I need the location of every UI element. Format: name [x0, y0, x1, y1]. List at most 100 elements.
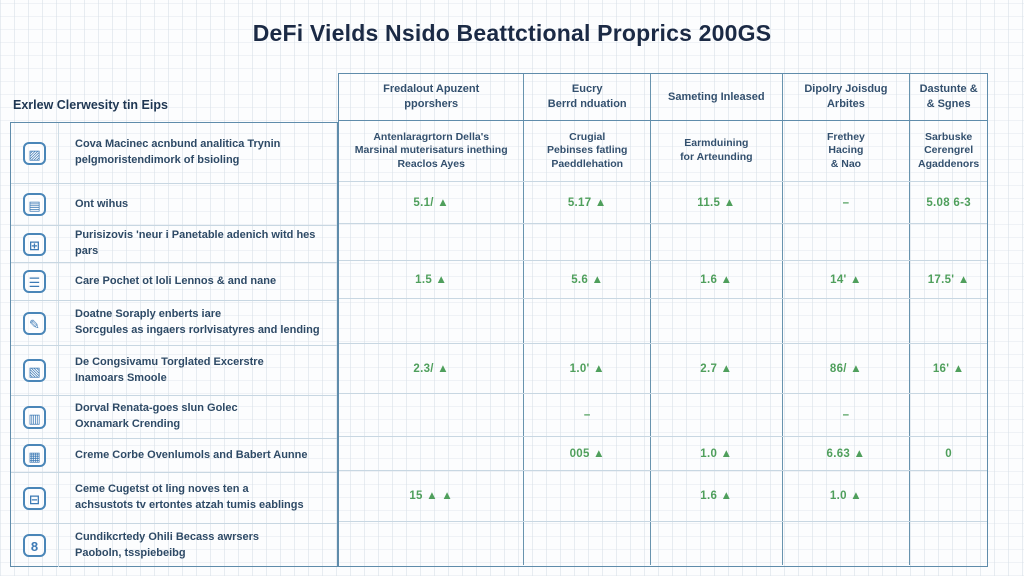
value-cell: 1.5 ▲ [339, 261, 525, 298]
value-cell: 17.5' ▲ [927, 273, 970, 286]
note-icon: ✎ [23, 311, 46, 335]
value-cell: 2.7 ▲ [651, 344, 783, 393]
value-row [339, 522, 987, 565]
table-row: ⊞ Purisizovis 'neur i Panetable adenich … [11, 226, 337, 263]
data-columns-table: Fredalout Apuzent pporshers Eucry Berrd … [338, 73, 988, 567]
column-header: Eucry Berrd nduation [524, 74, 652, 120]
table-row: 8 Cundikcrtedy Ohili Becass awrsers Paob… [11, 524, 337, 567]
icon-cell: ▦ [11, 439, 59, 472]
value-cell [651, 394, 783, 436]
value-cell: 005 ▲ [524, 437, 652, 470]
bar-chart-icon: ▧ [23, 359, 46, 382]
value-cell [524, 224, 652, 260]
value-cell [651, 299, 783, 343]
description-cell: Frethey Hacing & Nao [783, 121, 911, 181]
value-cell [910, 299, 987, 343]
description-cell: Earmduining for Arteunding [651, 121, 783, 181]
value-cell: – [783, 394, 911, 436]
value-cell [339, 299, 525, 343]
row-label: Purisizovis 'neur i Panetable adenich wi… [75, 229, 316, 257]
value-row: 15 ▲ ▲ 1.6 ▲ 1.0 ▲ [339, 471, 987, 522]
value-cell: – [783, 182, 911, 223]
description-cell: Antenlaragrtorn Della's Marsinal muteris… [339, 121, 525, 181]
value-cell [910, 471, 987, 521]
value-cell: 5.08 6-3 [926, 196, 971, 209]
value-cell: – [524, 394, 652, 436]
value-cell [339, 437, 525, 470]
row-group-header: Exrlew Clerwesity tin Eips [13, 98, 168, 112]
table-row: ✎ Doatne Soraply enberts iare Sorcgules … [11, 301, 337, 346]
value-cell [339, 394, 525, 436]
value-cell [339, 224, 525, 260]
value-cell [910, 224, 987, 260]
value-cell: 1.0 ▲ [651, 437, 783, 470]
column-header: Dastunte & & Sgnes [919, 83, 978, 110]
icon-cell: ✎ [11, 301, 59, 345]
value-row: 005 ▲ 1.0 ▲ 6.63 ▲ 0 [339, 437, 987, 471]
icon-cell: 8 [11, 524, 59, 567]
table-grid-icon: ▦ [23, 444, 46, 467]
table-row: ▨ Cova Macinec acnbund analitica Trynin … [11, 123, 337, 184]
row-label: Dorval Renata-goes slun Golec Oxnamark C… [75, 402, 238, 430]
value-cell [783, 224, 911, 260]
row-label: Care Pochet ot loli Lennos & and nane [75, 274, 277, 287]
value-cell: 1.0 ▲ [783, 471, 911, 521]
table-row: ▥ Dorval Renata-goes slun Golec Oxnamark… [11, 396, 337, 439]
value-row: 2.3/ ▲ 1.0' ▲ 2.7 ▲ 86/ ▲ 16' ▲ [339, 344, 987, 394]
value-row: 5.1/ ▲ 5.17 ▲ 11.5 ▲ – 5.08 6-3 [339, 182, 987, 224]
row-labels-panel: ▨ Cova Macinec acnbund analitica Trynin … [10, 122, 338, 567]
value-cell: 5.17 ▲ [524, 182, 652, 223]
row-label: De Congsivamu Torglated Excerstre Inamoa… [75, 355, 264, 384]
value-cell [524, 522, 652, 565]
table-row: ▦ Creme Corbe Ovenlumols and Babert Aunn… [11, 439, 337, 473]
value-cell [910, 522, 987, 565]
icon-cell: ▤ [11, 184, 59, 225]
value-cell [524, 299, 652, 343]
table-row: ▧ De Congsivamu Torglated Excerstre Inam… [11, 346, 337, 396]
row-label: Creme Corbe Ovenlumols and Babert Aunne [75, 448, 308, 461]
table-row: ▤ Ont wihus [11, 184, 337, 226]
value-cell: 1.0' ▲ [524, 344, 652, 393]
column-header-row: Fredalout Apuzent pporshers Eucry Berrd … [339, 74, 987, 121]
page-title: DeFi Vields Nsido Beattctional Proprics … [252, 20, 772, 46]
icon-cell: ▥ [11, 396, 59, 438]
row-label: Ont wihus [75, 197, 129, 210]
value-row: – – [339, 394, 987, 437]
value-cell: 14' ▲ [783, 261, 911, 298]
value-cell: 5.6 ▲ [524, 261, 652, 298]
document-icon: ▤ [23, 193, 46, 216]
row-label: Cova Macinec acnbund analitica Trynin pe… [75, 138, 281, 166]
value-row: 1.5 ▲ 5.6 ▲ 1.6 ▲ 14' ▲ 17.5' ▲ [339, 261, 987, 299]
icon-cell: ▨ [11, 123, 59, 183]
icon-cell: ☰ [11, 263, 59, 300]
calculator-icon: ⊞ [23, 232, 46, 256]
value-cell: 2.3/ ▲ [339, 344, 525, 393]
description-cell: Sarbuske Cerengrel Agaddenors [917, 130, 980, 170]
column-header: Sameting Inleased [651, 74, 783, 120]
value-cell [651, 522, 783, 565]
value-cell [910, 394, 987, 436]
table-row: ⊟ Ceme Cugetst ot ling noves ten a achsu… [11, 473, 337, 524]
value-cell: 86/ ▲ [783, 344, 911, 393]
icon-cell: ▧ [11, 346, 59, 395]
value-cell: 15 ▲ ▲ [339, 471, 525, 521]
column-header: Dipolry Joisdug Arbites [783, 74, 911, 120]
value-cell [339, 522, 525, 565]
value-row [339, 299, 987, 344]
value-cell: 1.6 ▲ [651, 471, 783, 521]
list-icon: ☰ [23, 270, 46, 293]
row-label: Cundikcrtedy Ohili Becass awrsers Paobol… [75, 530, 260, 559]
number-8-icon: 8 [23, 534, 46, 557]
value-cell: 0 [945, 447, 952, 460]
value-cell [651, 224, 783, 260]
description-row: Antenlaragrtorn Della's Marsinal muteris… [339, 121, 987, 182]
column-header: Fredalout Apuzent pporshers [339, 74, 525, 120]
report-icon: ▥ [23, 405, 46, 429]
value-cell: 5.1/ ▲ [339, 182, 525, 223]
value-row [339, 224, 987, 261]
clipboard-icon: ⊟ [23, 486, 46, 510]
value-cell [783, 522, 911, 565]
value-cell [783, 299, 911, 343]
table-row: ☰ Care Pochet ot loli Lennos & and nane [11, 263, 337, 301]
